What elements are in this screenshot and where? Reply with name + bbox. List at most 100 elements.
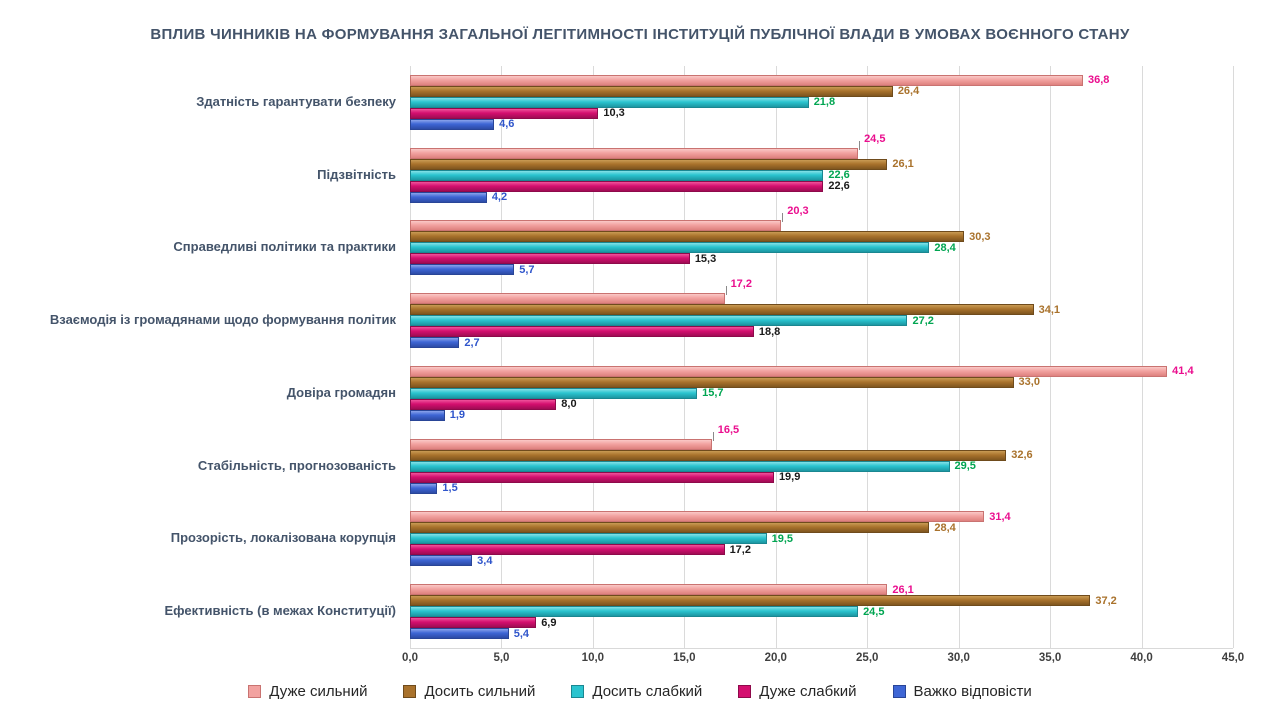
bar-row: 18,8 xyxy=(410,325,1233,338)
bar xyxy=(410,253,690,265)
bar-group: 41,4 33,0 15,7 8,0 1,9 xyxy=(410,357,1233,430)
gridline xyxy=(867,66,869,648)
bar xyxy=(410,482,438,494)
category-label: Підзвітність xyxy=(317,166,396,182)
bar xyxy=(410,85,893,97)
legend-label: Важко відповісти xyxy=(913,683,1032,700)
bar-row: 5,4 xyxy=(410,628,1233,640)
bar xyxy=(410,544,725,556)
bar xyxy=(410,169,824,181)
bar-group: 31,4 28,4 19,5 17,2 3,4 xyxy=(410,503,1233,576)
gridline xyxy=(1141,66,1143,648)
category-axis: Здатність гарантувати безпеку Підзвітніст… xyxy=(0,66,396,648)
bar-row: 22,6 xyxy=(410,169,1233,181)
bar-value-label: 22,6 xyxy=(828,180,850,193)
bar-row: 15,3 xyxy=(410,253,1233,265)
bar xyxy=(410,617,537,629)
callout-leader-line xyxy=(859,140,861,150)
category-label: Ефективність (в межах Конституції) xyxy=(164,603,396,619)
legend: Дуже сильний Досить сильний Досить слабкий… xyxy=(0,683,1280,700)
bar-value-label: 26,1 xyxy=(892,158,914,171)
bar xyxy=(410,191,487,203)
gridline xyxy=(410,66,411,648)
bar xyxy=(410,180,824,192)
bar-row: 28,4 xyxy=(410,241,1233,254)
legend-label: Дуже слабкий xyxy=(759,683,857,700)
bar xyxy=(410,304,1034,316)
bar-value-label: 26,4 xyxy=(897,85,920,98)
bar-value-label: 16,5 xyxy=(717,423,740,436)
bar xyxy=(410,107,599,119)
legend-swatch xyxy=(248,685,262,698)
bar-group: 36,8 26,4 21,8 10,3 4,6 xyxy=(410,66,1233,139)
plot-area: 36,8 26,4 21,8 10,3 4,6 24,5 26,1 22,6 22,6 4,2 20… xyxy=(410,66,1234,649)
bar-row: 27,2 xyxy=(410,314,1233,327)
bar-row: 20,3 xyxy=(410,205,1233,232)
bar-row: 28,4 xyxy=(410,521,1233,534)
x-tick-label: 15,0 xyxy=(673,652,696,664)
bar-group: 20,3 30,3 28,4 15,3 5,7 xyxy=(410,205,1233,285)
bar-value-label: 28,4 xyxy=(934,521,956,534)
bar-row: 37,2 xyxy=(410,595,1233,607)
x-tick-label: 25,0 xyxy=(856,652,879,664)
bar-row: 22,6 xyxy=(410,180,1233,193)
x-axis: 0,0 5,0 10,0 15,0 20,0 25,0 30,0 35,0 40,0 45,0 xyxy=(402,652,1244,668)
bar-row: 41,4 xyxy=(410,365,1233,378)
bar-value-label: 10,3 xyxy=(603,107,625,120)
gridline xyxy=(592,66,594,648)
category-label: Прозорість, локалізована корупція xyxy=(170,530,396,546)
bar xyxy=(410,471,774,483)
bar-value-label: 19,9 xyxy=(778,471,801,484)
bar-row: 8,0 xyxy=(410,398,1233,410)
bar-value-label: 21,8 xyxy=(813,96,836,109)
bar-row: 19,5 xyxy=(410,532,1233,545)
bar-value-label: 27,2 xyxy=(912,314,934,327)
bar xyxy=(410,460,950,472)
bar-value-label: 19,5 xyxy=(771,532,794,545)
legend-label: Дуже сильний xyxy=(269,683,368,700)
bar-value-label: 3,4 xyxy=(477,554,493,567)
bar-value-label: 18,8 xyxy=(758,325,781,338)
bar-value-label: 4,2 xyxy=(491,191,508,204)
bar-group: 16,5 32,6 29,5 19,9 1,5 xyxy=(410,424,1233,503)
bar-value-label: 41,4 xyxy=(1172,365,1194,378)
bar-row: 16,5 xyxy=(410,424,1233,450)
bar xyxy=(410,438,712,450)
bar-row: 34,1 xyxy=(410,304,1233,316)
gridline xyxy=(958,66,960,648)
bar xyxy=(410,231,965,243)
bar-value-label: 15,7 xyxy=(702,387,724,400)
x-tick-label: 20,0 xyxy=(764,652,787,664)
bar xyxy=(410,264,515,276)
bar-row: 29,5 xyxy=(410,460,1233,472)
chart-title: ВПЛИВ ЧИННИКІВ НА ФОРМУВАННЯ ЗАГАЛЬНОЇ Л… xyxy=(150,26,1130,43)
bar xyxy=(410,74,1084,86)
x-tick-label: 5,0 xyxy=(493,652,510,664)
bar xyxy=(410,118,495,130)
bar xyxy=(410,147,859,159)
bar-row: 26,1 xyxy=(410,583,1233,596)
bar-row: 21,8 xyxy=(410,96,1233,109)
bar-group: 17,2 34,1 27,2 18,8 2,7 xyxy=(410,278,1233,357)
bar xyxy=(410,584,888,596)
bar-value-label: 17,2 xyxy=(730,278,752,291)
gridline xyxy=(501,66,503,648)
bar-value-label: 28,4 xyxy=(934,241,956,254)
bar-value-label: 32,6 xyxy=(1011,449,1033,462)
bar-value-label: 26,1 xyxy=(892,583,914,596)
bar-row: 1,9 xyxy=(410,409,1233,421)
bar-row: 15,7 xyxy=(410,387,1233,400)
bar-value-label: 33,0 xyxy=(1018,376,1040,389)
bar-row: 26,1 xyxy=(410,158,1233,171)
bar-row: 3,4 xyxy=(410,554,1233,567)
bar xyxy=(410,398,557,410)
bar-row: 4,2 xyxy=(410,191,1233,204)
x-tick-label: 40,0 xyxy=(1130,652,1153,664)
bar-value-label: 31,4 xyxy=(989,510,1011,523)
x-tick-label: 35,0 xyxy=(1038,652,1062,664)
bar-value-label: 17,2 xyxy=(729,543,751,556)
bar-value-label: 5,7 xyxy=(519,263,535,276)
bar-value-label: 2,7 xyxy=(464,336,480,349)
callout-leader-line xyxy=(725,286,727,296)
bar-row: 24,5 xyxy=(410,133,1233,159)
